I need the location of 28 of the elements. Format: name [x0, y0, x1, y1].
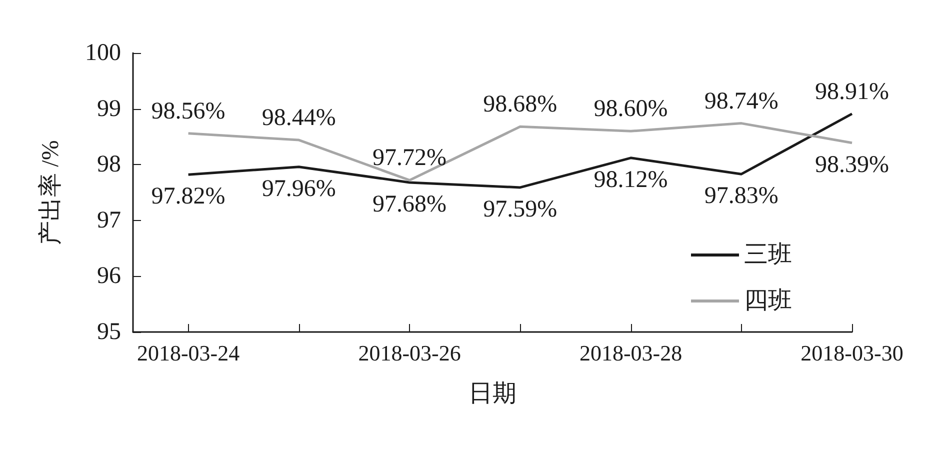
data-label: 98.60%	[594, 96, 668, 122]
legend-label: 四班	[744, 288, 792, 314]
x-tick-label: 2018-03-30	[800, 340, 904, 366]
data-label: 97.68%	[372, 191, 447, 218]
data-label: 98.91%	[815, 78, 889, 105]
data-label: 97.96%	[262, 176, 336, 202]
data-label: 98.39%	[815, 152, 889, 178]
y-tick-label: 100	[85, 40, 121, 66]
y-tick-label: 99	[97, 96, 121, 122]
y-tick-label: 97	[97, 207, 121, 234]
data-label: 97.72%	[372, 145, 447, 172]
data-label: 98.12%	[594, 166, 668, 193]
y-tick-label: 96	[97, 263, 121, 290]
x-axis-title: 日期	[468, 381, 516, 407]
x-tick-label: 2018-03-26	[358, 340, 461, 366]
data-label: 98.44%	[262, 105, 336, 132]
data-label: 97.59%	[483, 196, 558, 222]
data-label: 97.83%	[704, 183, 778, 210]
data-label: 98.68%	[483, 92, 558, 118]
y-tick-label: 98	[97, 152, 121, 178]
y-tick-label: 95	[97, 319, 121, 345]
data-label: 97.82%	[151, 184, 226, 210]
legend-label: 三班	[744, 242, 792, 268]
x-tick-label: 2018-03-24	[136, 340, 240, 366]
data-label: 98.56%	[151, 98, 226, 124]
x-tick-label: 2018-03-28	[579, 340, 682, 366]
data-label: 98.74%	[704, 88, 778, 114]
y-axis-title: 产出率 /%	[37, 140, 64, 245]
